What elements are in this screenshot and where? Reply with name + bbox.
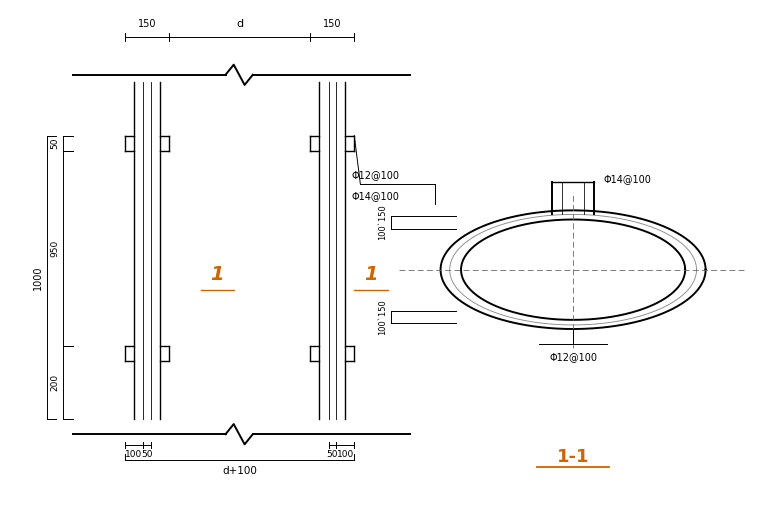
Text: 50: 50 [141,450,153,460]
Text: 200: 200 [51,374,60,391]
Text: 1: 1 [211,265,224,284]
Text: Φ12@100: Φ12@100 [549,352,597,362]
Text: 100`150: 100`150 [378,299,388,335]
Text: 100`150: 100`150 [378,205,388,240]
Text: d+100: d+100 [222,466,257,475]
Text: Φ14@100: Φ14@100 [603,174,651,184]
Text: d: d [236,19,243,29]
Text: 950: 950 [51,240,60,257]
Text: 50: 50 [51,137,60,149]
Text: 150: 150 [138,19,156,29]
Text: 100: 100 [125,450,143,460]
Text: 100: 100 [337,450,354,460]
Text: 1: 1 [364,265,378,284]
Text: Φ14@100: Φ14@100 [351,191,399,201]
Text: Φ12@100: Φ12@100 [351,171,399,181]
Text: 150: 150 [323,19,341,29]
Text: 50: 50 [327,450,338,460]
Text: 1-1: 1-1 [557,448,589,466]
Text: 1000: 1000 [33,265,43,290]
